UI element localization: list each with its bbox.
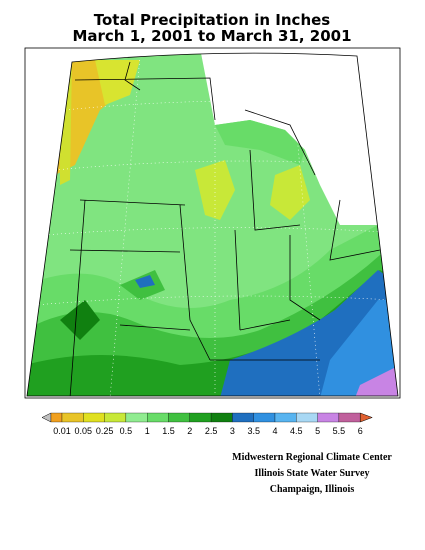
- legend-swatch: [83, 412, 105, 423]
- legend-swatch: [61, 412, 84, 423]
- legend-swatch: [232, 412, 254, 423]
- legend-label: 1: [145, 426, 150, 436]
- legend-swatch: [296, 412, 318, 423]
- legend-label: 6: [358, 426, 363, 436]
- legend-swatch: [317, 412, 340, 423]
- legend-label: 0.01: [53, 426, 71, 436]
- legend-label: 2: [187, 426, 192, 436]
- credit-line: Illinois State Water Survey: [255, 468, 370, 479]
- legend-label: 4.5: [290, 426, 303, 436]
- legend-swatch: [50, 412, 63, 423]
- legend-label: 1.5: [162, 426, 175, 436]
- credit-line: Champaign, Illinois: [270, 484, 355, 495]
- title-line: Total Precipitation in Inches: [94, 11, 331, 29]
- legend-arrow: [359, 412, 373, 423]
- legend: 0.01 0.05 0.25 0.5 1 1.5 2 2.5 3 3.5 4 4.5 5 5.5 6: [41, 412, 373, 436]
- legend-swatch: [168, 412, 190, 423]
- legend-swatch: [210, 412, 233, 423]
- credits: Midwestern Regional Climate Center Illino…: [232, 452, 392, 495]
- legend-swatch: [253, 412, 276, 423]
- credit-line: Midwestern Regional Climate Center: [232, 452, 392, 463]
- title-line: March 1, 2001 to March 31, 2001: [72, 27, 351, 45]
- legend-arrow: [41, 412, 52, 423]
- legend-label: 4: [272, 426, 277, 436]
- legend-label: 0.5: [120, 426, 133, 436]
- legend-label: 0.25: [96, 426, 114, 436]
- legend-label: 3: [230, 426, 235, 436]
- legend-label: 2.5: [205, 426, 218, 436]
- map: [24, 47, 401, 399]
- legend-swatch: [338, 412, 361, 423]
- legend-label: 3.5: [247, 426, 260, 436]
- legend-label: 5.5: [333, 426, 346, 436]
- legend-label: 0.05: [75, 426, 93, 436]
- legend-swatch: [104, 412, 127, 423]
- legend-swatch: [189, 412, 212, 423]
- legend-swatch: [147, 412, 169, 423]
- legend-swatch: [274, 412, 297, 423]
- legend-label: 5: [315, 426, 320, 436]
- legend-swatch: [125, 412, 148, 423]
